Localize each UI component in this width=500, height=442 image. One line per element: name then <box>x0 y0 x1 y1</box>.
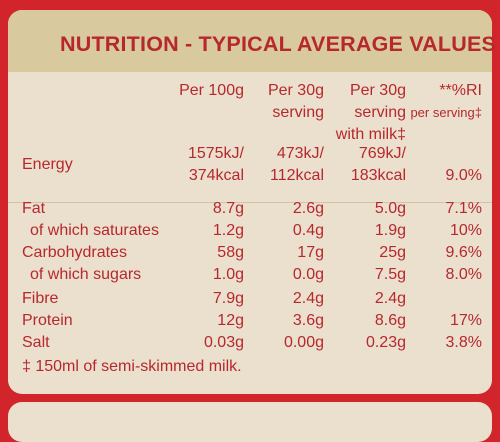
fat-per-30g: 2.6g <box>292 200 324 217</box>
protein-per-100g: 12g <box>217 312 244 329</box>
header-ri-per-serving: **%RI per serving‡ <box>410 82 482 120</box>
salt-per-30g-milk: 0.23g <box>365 334 406 351</box>
carbohydrates-per-30g: 17g <box>297 244 324 261</box>
sugars-ri: 8.0% <box>445 266 482 283</box>
salt-per-100g: 0.03g <box>203 334 244 351</box>
fibre-per-30g-milk: 2.4g <box>374 290 406 307</box>
saturates-ri: 10% <box>449 222 482 239</box>
lower-panel <box>8 402 492 442</box>
row-label-fat: Fat <box>22 200 46 217</box>
fat-ri: 7.1% <box>445 200 482 217</box>
protein-per-30g: 3.6g <box>292 312 324 329</box>
energy-ri: 9.0% <box>445 167 482 184</box>
fat-per-30g-milk: 5.0g <box>374 200 406 217</box>
salt-ri: 3.8% <box>445 334 482 351</box>
protein-ri: 17% <box>449 312 482 329</box>
sugars-per-30g-milk: 7.5g <box>374 266 406 283</box>
nutrition-panel: NUTRITION - TYPICAL AVERAGE VALUES Per 1… <box>8 10 496 394</box>
fibre-per-100g: 7.9g <box>212 290 244 307</box>
row-label-energy: Energy <box>22 156 73 173</box>
saturates-per-100g: 1.2g <box>212 222 244 239</box>
row-label-fibre: Fibre <box>22 290 59 307</box>
row-label-saturates: of which saturates <box>30 222 159 239</box>
salt-per-30g: 0.00g <box>283 334 324 351</box>
saturates-per-30g-milk: 1.9g <box>374 222 406 239</box>
saturates-per-30g: 0.4g <box>292 222 324 239</box>
sugars-per-30g: 0.0g <box>292 266 324 283</box>
footnote: ‡ 150ml of semi-skimmed milk. <box>22 358 242 375</box>
carbohydrates-ri: 9.6% <box>445 244 482 261</box>
energy-per-30g: 473kJ/ 112kcal <box>270 145 324 184</box>
carbohydrates-per-100g: 58g <box>217 244 244 261</box>
header-per-30g-serving: Per 30g serving <box>267 82 324 121</box>
energy-per-30g-milk: 769kJ/ 183kcal <box>350 145 406 184</box>
divider <box>8 202 492 203</box>
header-per-100g: Per 100g <box>179 82 244 99</box>
header-per-30g-with-milk: Per 30g serving with milk‡ <box>335 82 406 143</box>
row-label-protein: Protein <box>22 312 73 329</box>
protein-per-30g-milk: 8.6g <box>374 312 406 329</box>
row-label-carbohydrates: Carbohydrates <box>22 244 127 261</box>
sugars-per-100g: 1.0g <box>212 266 244 283</box>
row-label-salt: Salt <box>22 334 50 351</box>
table-title: NUTRITION - TYPICAL AVERAGE VALUES <box>60 32 497 56</box>
row-label-sugars: of which sugars <box>30 266 142 283</box>
title-bar: NUTRITION - TYPICAL AVERAGE VALUES <box>8 10 496 72</box>
fibre-per-30g: 2.4g <box>292 290 324 307</box>
fat-per-100g: 8.7g <box>212 200 244 217</box>
carbohydrates-per-30g-milk: 25g <box>379 244 406 261</box>
energy-per-100g: 1575kJ/ 374kcal <box>187 145 244 184</box>
